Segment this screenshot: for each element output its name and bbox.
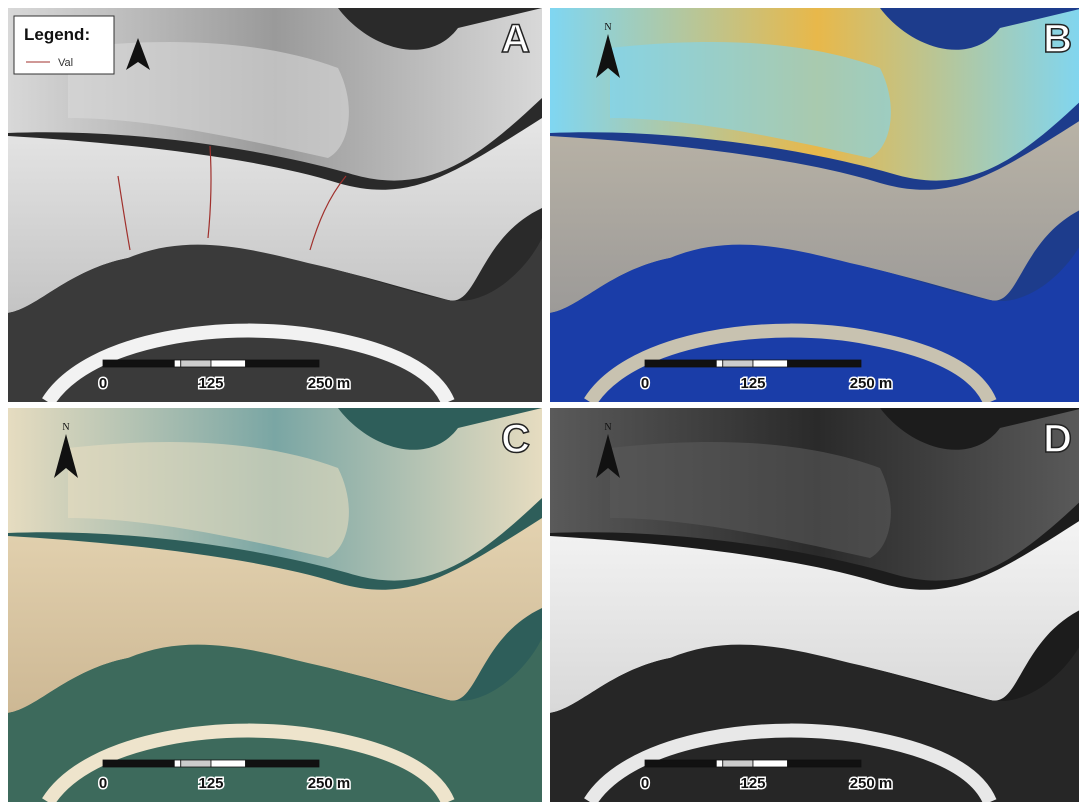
scale-label: 0 — [641, 775, 649, 792]
scale-bar-segment — [723, 360, 753, 367]
north-label: N — [604, 22, 611, 33]
legend-title: Legend: — [24, 25, 90, 44]
scale-label: 0 — [99, 375, 107, 392]
scale-bar-segment — [246, 360, 319, 367]
scale-bar-segment — [103, 360, 174, 367]
scale-bar-segment — [103, 760, 174, 767]
scale-bar-segment — [788, 760, 861, 767]
scale-label: 0 — [641, 375, 649, 392]
panel-letter: C — [501, 417, 530, 461]
panel-letter: B — [1043, 17, 1072, 61]
scale-label: 250 m — [308, 775, 351, 792]
page: {"panels": [ {"label": "A", "legend": {"… — [0, 0, 1079, 800]
scale-bar-segment — [645, 360, 716, 367]
map-panel: Legend: Val A 0 125 250 m — [8, 8, 542, 402]
map-panel: N C 0 125 250 m — [8, 408, 542, 802]
scale-bar-segment — [174, 760, 180, 767]
north-label: N — [62, 422, 69, 433]
scale-label: 250 m — [850, 775, 893, 792]
scale-label: 125 — [740, 375, 765, 392]
scale-bar-segment — [181, 360, 211, 367]
scale-bar-segment — [753, 760, 788, 767]
scale-bar-segment — [181, 760, 211, 767]
map-panel: N D 0 125 250 m — [550, 408, 1079, 802]
scale-label: 125 — [198, 775, 223, 792]
legend-item: Val — [58, 57, 73, 69]
scale-bar-segment — [716, 760, 722, 767]
scale-bar-segment — [211, 360, 246, 367]
scale-bar-segment — [788, 360, 861, 367]
scale-label: 250 m — [308, 375, 351, 392]
scale-bar-segment — [211, 760, 246, 767]
scale-label: 250 m — [850, 375, 893, 392]
scale-label: 125 — [740, 775, 765, 792]
scale-bar-segment — [753, 360, 788, 367]
scale-bar-segment — [723, 760, 753, 767]
map-panel: N B 0 125 250 m — [550, 8, 1079, 402]
scale-label: 0 — [99, 775, 107, 792]
scale-label: 125 — [198, 375, 223, 392]
scale-bar-segment — [645, 760, 716, 767]
panel-letter: D — [1043, 417, 1072, 461]
panel-letter: A — [501, 17, 530, 61]
scale-bar-segment — [716, 360, 722, 367]
scale-bar-segment — [246, 760, 319, 767]
north-label: N — [604, 422, 611, 433]
scale-bar-segment — [174, 360, 180, 367]
